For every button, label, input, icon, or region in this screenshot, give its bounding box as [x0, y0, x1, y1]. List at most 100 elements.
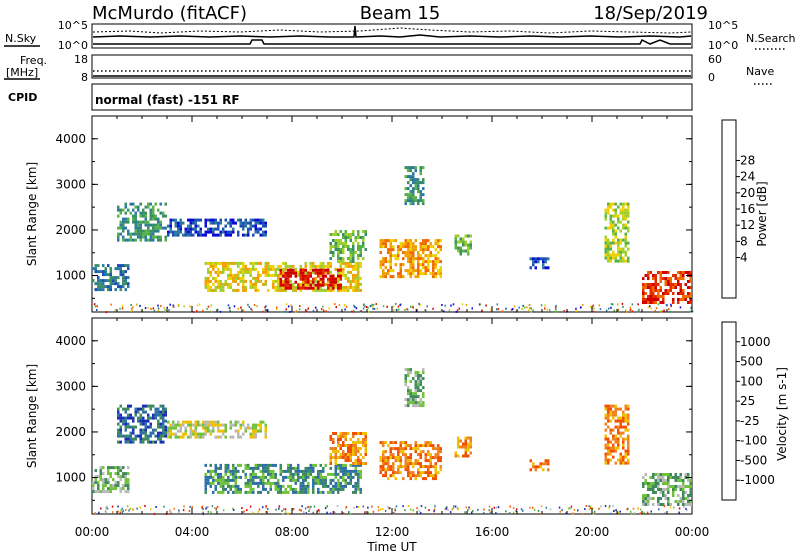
power-scatter-cell [637, 303, 639, 306]
power-echo-cell [627, 259, 630, 263]
power-echo-cell [412, 193, 415, 197]
power-echo-cell [164, 238, 167, 242]
power-echo-cell [614, 256, 617, 260]
velocity-echo-cell [622, 443, 625, 447]
velocity-echo-cell [102, 487, 105, 491]
velocity-echo-cell [432, 477, 435, 481]
power-echo-cell [404, 193, 407, 197]
velocity-echo-cell [667, 482, 670, 485]
velocity-echo-cell [217, 423, 220, 427]
velocity-echo-cell [267, 466, 270, 470]
power-echo-cell [272, 273, 275, 277]
power-echo-cell [284, 286, 287, 290]
velocity-echo-cell [617, 407, 620, 411]
velocity-echo-cell [297, 472, 300, 476]
velocity-echo-cell [614, 461, 617, 465]
power-echo-cell [152, 208, 155, 212]
velocity-echo-cell [217, 478, 220, 482]
power-echo-region [642, 271, 692, 304]
power-scatter-cell [485, 304, 487, 307]
velocity-echo-cell [342, 478, 345, 482]
velocity-echo-cell [642, 494, 645, 497]
power-echo-cell [414, 196, 417, 200]
power-echo-cell [614, 214, 617, 218]
power-echo-cell [194, 218, 197, 222]
velocity-echo-cell [682, 500, 685, 503]
power-scatter-cell [419, 304, 421, 307]
velocity-echo-cell [147, 413, 150, 417]
power-echo-cell [457, 240, 460, 244]
velocity-echo-cell [354, 453, 357, 456]
velocity-echo-cell [604, 428, 607, 432]
velocity-echo-cell [99, 472, 102, 476]
velocity-scatter-cell [377, 509, 380, 512]
velocity-echo-cell [419, 450, 422, 454]
power-echo-cell [384, 260, 387, 264]
power-echo-cell [362, 239, 365, 242]
power-echo-cell [402, 245, 405, 249]
velocity-echo-cell [259, 478, 262, 482]
power-echo-cell [122, 276, 125, 280]
velocity-echo-cell [127, 487, 130, 491]
power-echo-cell [654, 280, 657, 283]
power-scatter-cell [306, 308, 309, 310]
power-echo-cell [319, 268, 322, 272]
power-echo-cell [547, 266, 550, 270]
velocity-echo-cell [164, 434, 167, 438]
power-scatter-cell [299, 305, 301, 307]
velocity-echo-cell [407, 389, 410, 393]
velocity-echo-cell [407, 404, 410, 408]
power-echo-cell [114, 267, 117, 271]
velocity-echo-cell [427, 444, 430, 448]
velocity-scatter-cell [627, 507, 629, 510]
power-echo-cell [177, 227, 180, 231]
velocity-echo-cell [362, 432, 365, 435]
velocity-echo-cell [607, 458, 610, 462]
velocity-echo-cell [354, 459, 357, 462]
power-echo-cell [529, 266, 532, 270]
velocity-echo-cell [437, 456, 440, 460]
velocity-echo-cell [202, 423, 205, 427]
velocity-scatter-cell [287, 512, 289, 515]
power-scatter-cell [613, 309, 615, 312]
velocity-scatter-cell [262, 506, 264, 509]
velocity-echo-cell [102, 472, 105, 476]
velocity-echo-cell [267, 472, 270, 476]
velocity-echo-cell [334, 432, 337, 435]
power-echo-cell [187, 224, 190, 228]
power-echo-cell [329, 274, 332, 278]
velocity-echo-cell [162, 413, 165, 417]
velocity-scatter-cell [488, 509, 491, 512]
velocity-echo-cell [129, 431, 132, 435]
power-echo-cell [397, 248, 400, 252]
power-echo-cell [609, 217, 612, 221]
power-echo-cell [419, 263, 422, 267]
power-echo-cell [339, 248, 342, 251]
power-echo-cell [137, 235, 140, 239]
power-echo-cell [204, 276, 207, 280]
power-scatter-cell [256, 305, 258, 308]
power-echo-cell [387, 251, 390, 255]
velocity-echo-cell [612, 404, 615, 408]
power-echo-cell [677, 271, 680, 274]
power-echo-cell [329, 261, 332, 265]
velocity-echo-cell [349, 438, 352, 441]
power-echo-cell [652, 283, 655, 286]
power-echo-cell [214, 288, 217, 292]
power-echo-cell [412, 248, 415, 252]
power-echo-cell [232, 276, 235, 280]
velocity-echo-cell [352, 444, 355, 447]
power-echo-cell [149, 208, 152, 212]
velocity-echo-cell [257, 463, 260, 467]
velocity-echo-cell [422, 477, 425, 481]
power-echo-cell [384, 245, 387, 249]
power-echo-cell [134, 205, 137, 209]
power-echo-cell [607, 205, 610, 209]
velocity-scatter-cell [613, 510, 615, 512]
velocity-echo-cell [347, 472, 350, 476]
velocity-echo-cell [142, 431, 145, 435]
power-echo-cell [344, 242, 347, 245]
power-echo-cell [142, 211, 145, 215]
velocity-echo-cell [659, 476, 662, 479]
power-echo-cell [307, 286, 310, 290]
